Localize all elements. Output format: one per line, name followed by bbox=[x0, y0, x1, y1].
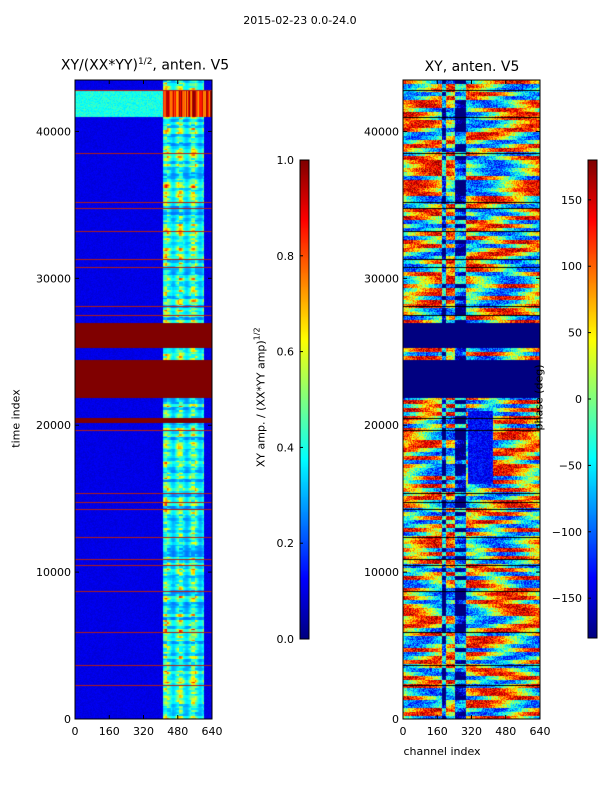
left-cbar-label-main: XY amp. / (XX*YY amp) bbox=[254, 340, 268, 468]
left-xtick-label-1: 160 bbox=[99, 725, 120, 738]
left-ytick-label-3: 30000 bbox=[36, 272, 71, 285]
figure-suptitle: 2015-02-23 0.0-24.0 bbox=[243, 14, 357, 27]
right-ytick-label-4: 40000 bbox=[364, 125, 399, 138]
right-xtick-label-4: 640 bbox=[530, 725, 551, 738]
right-cbar-tick-label-2: 50 bbox=[568, 327, 582, 340]
right-ytick-label-2: 20000 bbox=[364, 419, 399, 432]
right-panel-title: XY, anten. V5 bbox=[424, 59, 520, 75]
left-heatmap bbox=[75, 80, 212, 719]
left-cbar-tick-label-2: 0.4 bbox=[277, 441, 295, 454]
left-colorbar-frame bbox=[299, 159, 310, 640]
right-xtick-label-1: 160 bbox=[427, 725, 448, 738]
right-xtick-label-2: 320 bbox=[461, 725, 482, 738]
right-cbar-tick-label-1: 100 bbox=[561, 260, 582, 273]
right-cbar-tick-label-3: 0 bbox=[575, 393, 582, 406]
left-title-tail: , anten. V5 bbox=[152, 57, 230, 74]
left-xtick-label-0: 0 bbox=[72, 725, 79, 738]
left-xtick-label-4: 640 bbox=[202, 725, 223, 738]
left-title-main: XY/(XX*YY) bbox=[60, 57, 138, 74]
right-ytick-label-1: 10000 bbox=[364, 566, 399, 579]
left-colorbar bbox=[300, 160, 309, 639]
left-cbar-tick-label-0: 0.0 bbox=[277, 633, 295, 646]
left-cbar-tick-label-1: 0.2 bbox=[277, 537, 295, 550]
right-cbar-tick-label-4: −50 bbox=[559, 459, 582, 472]
left-cbar-tick-label-4: 0.8 bbox=[277, 250, 295, 263]
left-ylabel: time index bbox=[9, 389, 23, 448]
right-plot-frame bbox=[402, 79, 541, 720]
right-colorbar bbox=[588, 160, 597, 638]
left-colorbar-label: XY amp. / (XX*YY amp)1/2 bbox=[253, 312, 268, 482]
right-ytick-label-3: 30000 bbox=[364, 272, 399, 285]
right-heatmap bbox=[403, 80, 540, 719]
right-cbar-tick-label-5: −100 bbox=[552, 526, 582, 539]
left-cbar-tick-label-3: 0.6 bbox=[277, 346, 295, 359]
left-title-exponent: 1/2 bbox=[137, 57, 153, 67]
left-cbar-tick-label-5: 1.0 bbox=[277, 154, 295, 167]
right-xlabel: channel index bbox=[403, 745, 481, 758]
left-ytick-label-4: 40000 bbox=[36, 125, 71, 138]
left-plot-frame bbox=[74, 79, 213, 720]
right-cbar-tick-label-6: −150 bbox=[552, 592, 582, 605]
left-panel-title: XY/(XX*YY)1/2, anten. V5 bbox=[40, 57, 250, 74]
right-cbar-tick-label-0: 150 bbox=[561, 194, 582, 207]
left-ytick-label-2: 20000 bbox=[36, 419, 71, 432]
left-ytick-label-0: 0 bbox=[64, 713, 71, 726]
left-ytick-label-1: 10000 bbox=[36, 566, 71, 579]
right-colorbar-label: phase (deg) bbox=[532, 364, 546, 431]
right-xtick-label-3: 480 bbox=[495, 725, 516, 738]
left-xtick-label-3: 480 bbox=[167, 725, 188, 738]
right-ytick-label-0: 0 bbox=[392, 713, 399, 726]
left-cbar-label-exponent: 1/2 bbox=[252, 327, 262, 341]
left-xtick-label-2: 320 bbox=[133, 725, 154, 738]
right-xtick-label-0: 0 bbox=[400, 725, 407, 738]
